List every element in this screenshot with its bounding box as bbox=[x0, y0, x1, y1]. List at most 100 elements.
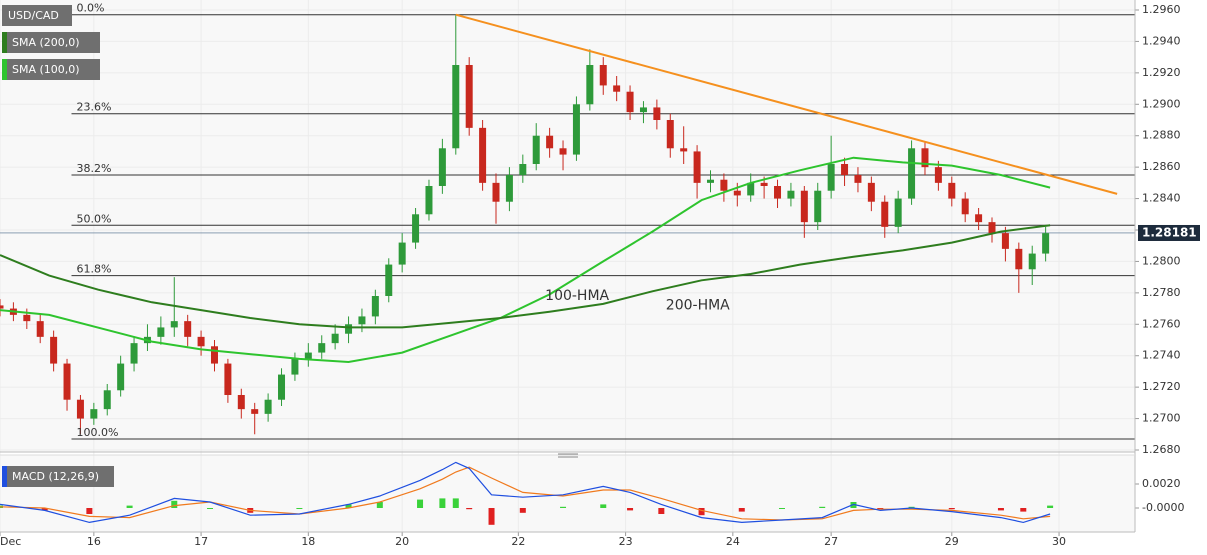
candle-body bbox=[639, 107, 647, 113]
candle-body bbox=[425, 186, 433, 215]
legend-box[interactable] bbox=[2, 59, 100, 80]
candle-body bbox=[720, 179, 728, 191]
candle-body bbox=[666, 120, 674, 149]
candle-body bbox=[841, 164, 849, 175]
histogram-bar bbox=[488, 508, 495, 525]
symbol-box bbox=[2, 5, 72, 26]
x-tick-label: 23 bbox=[619, 535, 633, 548]
candle-body bbox=[827, 164, 835, 191]
candle-body bbox=[572, 104, 580, 155]
labels: 1.2680 1.2700 1.2720 1.2740 1.2760 1.2780 1.28… bbox=[0, 2, 1200, 548]
histogram-bar bbox=[778, 508, 785, 509]
histogram-bar bbox=[171, 500, 178, 508]
candle-body bbox=[117, 363, 125, 391]
candle-body bbox=[291, 358, 299, 375]
candle-body bbox=[800, 190, 808, 223]
candle-body bbox=[318, 343, 326, 353]
candle-body bbox=[894, 198, 902, 227]
indicator-box[interactable] bbox=[2, 466, 114, 487]
candle-body bbox=[1028, 253, 1036, 270]
candle-body bbox=[988, 222, 996, 234]
candle-body bbox=[814, 190, 822, 223]
histogram-bar bbox=[1020, 508, 1027, 512]
marks bbox=[0, 13, 1135, 525]
candle-body bbox=[184, 321, 192, 337]
candle-body bbox=[921, 148, 929, 168]
line-annotation: 200-HMA bbox=[666, 297, 730, 313]
candle-body bbox=[157, 327, 165, 337]
fib-label: 38.2% bbox=[76, 162, 111, 175]
x-tick-label: 30 bbox=[1052, 535, 1066, 548]
legend-label: SMA (200,0) bbox=[12, 36, 80, 49]
candle-body bbox=[76, 399, 84, 419]
y-tick-label: 1.2680 bbox=[1142, 443, 1181, 456]
candle-body bbox=[331, 333, 339, 344]
indicator-label: MACD (12,26,9) bbox=[12, 470, 99, 483]
fib-label: 23.6% bbox=[76, 101, 111, 114]
candle-body bbox=[50, 336, 58, 364]
candle-body bbox=[613, 85, 621, 92]
candle-body bbox=[492, 182, 500, 202]
last-price-label: 1.28181 bbox=[1142, 225, 1197, 239]
legend-swatch bbox=[2, 59, 7, 80]
candle-body bbox=[0, 305, 4, 309]
y-tick-label: 1.2840 bbox=[1142, 192, 1181, 205]
candle-body bbox=[747, 182, 755, 196]
y-tick-label: 1.2920 bbox=[1142, 66, 1181, 79]
histogram-bar bbox=[41, 508, 48, 511]
candle-body bbox=[787, 190, 795, 199]
candle-body bbox=[908, 148, 916, 199]
candle-body bbox=[345, 324, 353, 334]
candle-body bbox=[224, 363, 232, 395]
y-tick-label: 0.0020 bbox=[1142, 477, 1181, 490]
candle-body bbox=[197, 336, 205, 347]
candle-body bbox=[975, 214, 983, 223]
histogram-bar bbox=[997, 508, 1004, 511]
candle-body bbox=[961, 198, 969, 215]
x-tick-label: 18 bbox=[301, 535, 315, 548]
candle-body bbox=[130, 343, 138, 364]
histogram-bar bbox=[86, 508, 93, 514]
candle-body bbox=[438, 148, 446, 186]
histogram-bar bbox=[600, 504, 607, 508]
x-tick-label: 20 bbox=[395, 535, 409, 548]
y-tick-label: 1.2800 bbox=[1142, 254, 1181, 267]
candle-body bbox=[532, 135, 540, 164]
fib-label: 61.8% bbox=[76, 263, 111, 276]
y-tick-label: 1.2960 bbox=[1142, 3, 1181, 16]
candle-body bbox=[626, 91, 634, 113]
candle-body bbox=[210, 346, 218, 364]
histogram-bar bbox=[345, 504, 352, 508]
hma-line bbox=[0, 156, 1051, 364]
histogram-bar bbox=[560, 506, 567, 508]
candle-body bbox=[559, 148, 567, 155]
y-tick-label: 1.2760 bbox=[1142, 317, 1181, 330]
last-price-tag bbox=[1138, 224, 1200, 241]
x-tick-label: 29 bbox=[945, 535, 959, 548]
legend-label: SMA (100,0) bbox=[12, 63, 80, 76]
indicator-swatch bbox=[2, 466, 7, 487]
y-tick-label: 1.2900 bbox=[1142, 97, 1181, 110]
y-tick-label: 1.2940 bbox=[1142, 34, 1181, 47]
candle-body bbox=[519, 164, 527, 175]
candle-body bbox=[693, 151, 701, 183]
candle-body bbox=[278, 374, 286, 400]
histogram-bar bbox=[908, 506, 915, 508]
x-tick-label: 24 bbox=[726, 535, 740, 548]
y-tick-label: 1.2860 bbox=[1142, 160, 1181, 173]
fib-label: 0.0% bbox=[76, 2, 104, 15]
candle-body bbox=[706, 179, 714, 183]
candle-body bbox=[358, 316, 366, 325]
y-tick-label: -0.0000 bbox=[1142, 501, 1184, 514]
y-tick-label: 1.2720 bbox=[1142, 380, 1181, 393]
candle-body bbox=[680, 148, 688, 152]
histogram-bar bbox=[948, 508, 955, 510]
legend-swatch bbox=[2, 32, 7, 53]
histogram-bar bbox=[207, 508, 214, 509]
x-tick-label: 22 bbox=[511, 535, 525, 548]
x-tick-label: 16 bbox=[87, 535, 101, 548]
fib-label: 50.0% bbox=[76, 212, 111, 225]
candle-body bbox=[103, 390, 111, 410]
histogram-bar bbox=[658, 508, 665, 514]
legend-box[interactable] bbox=[2, 32, 100, 53]
